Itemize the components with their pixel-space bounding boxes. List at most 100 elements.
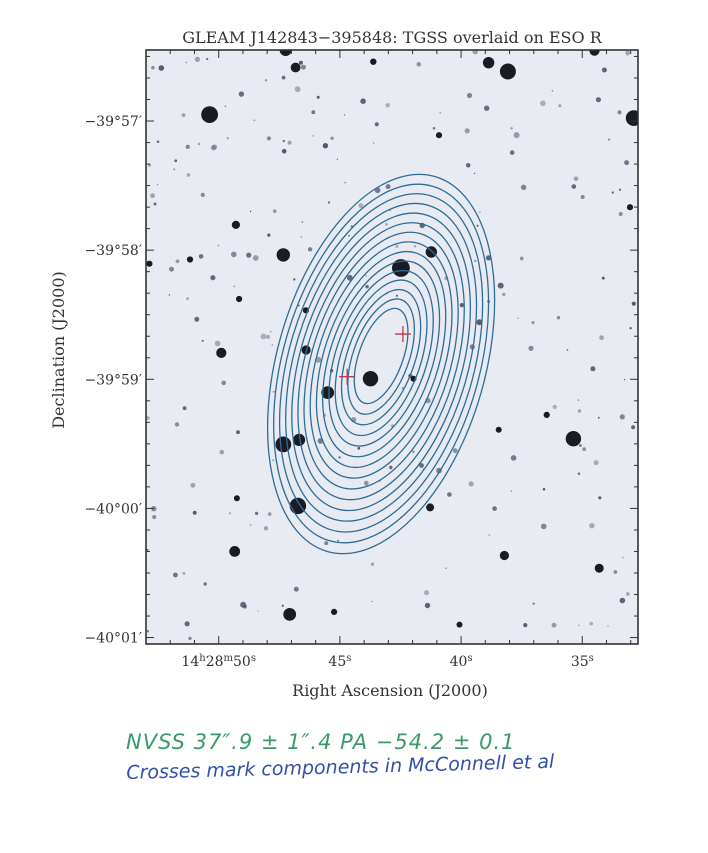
star	[623, 378, 626, 381]
star	[254, 511, 259, 516]
star	[275, 436, 292, 453]
star	[551, 622, 557, 628]
x-tick-labels: 14h28m50s 45s 40s 35s	[181, 653, 593, 671]
star	[551, 90, 554, 92]
star	[622, 556, 624, 559]
star	[151, 66, 155, 70]
star	[229, 546, 241, 557]
star	[445, 567, 447, 569]
star	[197, 142, 201, 146]
star	[629, 327, 632, 330]
star	[618, 188, 622, 191]
star	[257, 610, 259, 612]
star	[330, 136, 334, 140]
chart-title: GLEAM J142843−395848: TGSS overlaid on E…	[182, 28, 603, 47]
star	[186, 256, 194, 263]
star	[439, 111, 442, 114]
star	[156, 184, 159, 186]
star	[597, 416, 600, 419]
star	[266, 334, 270, 339]
star	[482, 57, 495, 69]
star	[186, 297, 190, 301]
star	[517, 317, 519, 319]
star	[200, 192, 205, 197]
star	[474, 260, 477, 262]
contour-line	[303, 231, 459, 490]
star	[389, 465, 393, 470]
star	[281, 75, 286, 80]
star	[416, 62, 422, 67]
contour-line	[315, 250, 447, 469]
x-tick-label: 14h28m50s	[181, 653, 256, 671]
contour-line	[328, 269, 434, 447]
component-cross	[394, 326, 411, 343]
y-axis-label: Declination (J2000)	[49, 271, 68, 429]
component-cross	[339, 368, 356, 385]
star	[300, 64, 306, 70]
axis-ticks	[145, 50, 638, 644]
star	[595, 97, 602, 103]
star	[476, 224, 479, 227]
star	[523, 623, 528, 628]
star	[188, 636, 192, 641]
star	[532, 602, 535, 605]
star	[181, 113, 186, 117]
star	[337, 539, 339, 542]
star	[593, 460, 599, 466]
star	[413, 245, 417, 248]
star	[552, 404, 557, 410]
star	[206, 57, 209, 61]
star	[243, 604, 247, 609]
star	[626, 592, 630, 596]
star	[528, 345, 534, 351]
star	[211, 144, 218, 150]
star	[577, 409, 582, 413]
star	[316, 95, 320, 99]
star	[174, 422, 180, 427]
star	[169, 266, 174, 272]
star	[363, 480, 369, 486]
star	[619, 414, 625, 420]
star	[168, 294, 171, 296]
star	[618, 211, 623, 217]
star	[221, 380, 226, 386]
star	[465, 163, 471, 168]
star	[158, 65, 165, 71]
star	[594, 563, 604, 573]
star	[619, 597, 626, 604]
star	[519, 256, 524, 261]
contour-line	[285, 202, 478, 522]
star	[231, 251, 237, 258]
contour-line	[340, 288, 422, 426]
star	[312, 135, 314, 137]
star	[190, 482, 196, 488]
star	[246, 252, 252, 258]
star	[589, 523, 595, 529]
star	[267, 233, 271, 237]
star	[263, 526, 269, 531]
star	[607, 138, 611, 141]
star	[476, 319, 483, 326]
star	[432, 127, 436, 130]
star	[499, 63, 516, 80]
star	[174, 159, 178, 163]
star	[357, 446, 361, 450]
star	[146, 416, 150, 420]
star	[531, 321, 535, 325]
star	[336, 158, 339, 160]
figure: GLEAM J142843−395848: TGSS overlaid on E…	[49, 28, 639, 700]
star	[300, 236, 302, 238]
contour-line	[334, 279, 428, 437]
star	[520, 184, 527, 190]
star	[236, 295, 243, 303]
star	[385, 223, 388, 226]
star	[631, 301, 636, 306]
star	[510, 455, 517, 461]
star	[276, 248, 290, 262]
star	[266, 136, 271, 141]
star	[452, 448, 458, 454]
star	[447, 492, 452, 497]
star	[573, 176, 579, 181]
y-tick-label: −39°58′	[84, 243, 142, 259]
star	[293, 586, 299, 592]
